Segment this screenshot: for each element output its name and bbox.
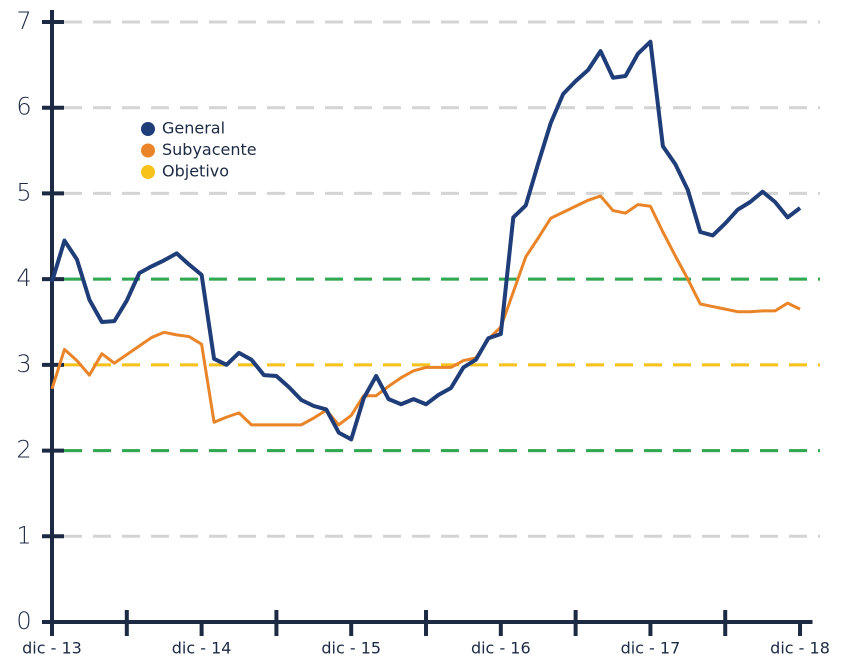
x-tick-label: dic - 17 bbox=[621, 639, 681, 658]
legend-marker bbox=[141, 143, 155, 158]
legend-label: General bbox=[162, 119, 225, 138]
y-tick-label: 2 bbox=[16, 436, 31, 464]
legend-label: Subyacente bbox=[162, 140, 257, 159]
legend-marker bbox=[141, 165, 155, 179]
legend-marker bbox=[141, 122, 155, 136]
y-tick-label: 1 bbox=[16, 521, 31, 549]
legend-label: Objetivo bbox=[162, 162, 229, 181]
x-tick-label: dic - 18 bbox=[770, 639, 830, 658]
y-tick-label: 7 bbox=[16, 7, 31, 35]
y-tick-label: 4 bbox=[16, 264, 31, 292]
series-line bbox=[50, 194, 801, 427]
y-tick-label: 6 bbox=[16, 93, 31, 121]
y-tick-label: 5 bbox=[16, 178, 31, 206]
x-tick-label: dic - 15 bbox=[321, 639, 381, 658]
x-tick-label: dic - 14 bbox=[172, 639, 232, 658]
series-line bbox=[50, 39, 802, 442]
x-tick-label: dic - 13 bbox=[22, 639, 82, 658]
y-tick-label: 0 bbox=[16, 607, 31, 635]
x-tick-label: dic - 16 bbox=[471, 639, 531, 658]
y-tick-label: 3 bbox=[16, 350, 31, 378]
